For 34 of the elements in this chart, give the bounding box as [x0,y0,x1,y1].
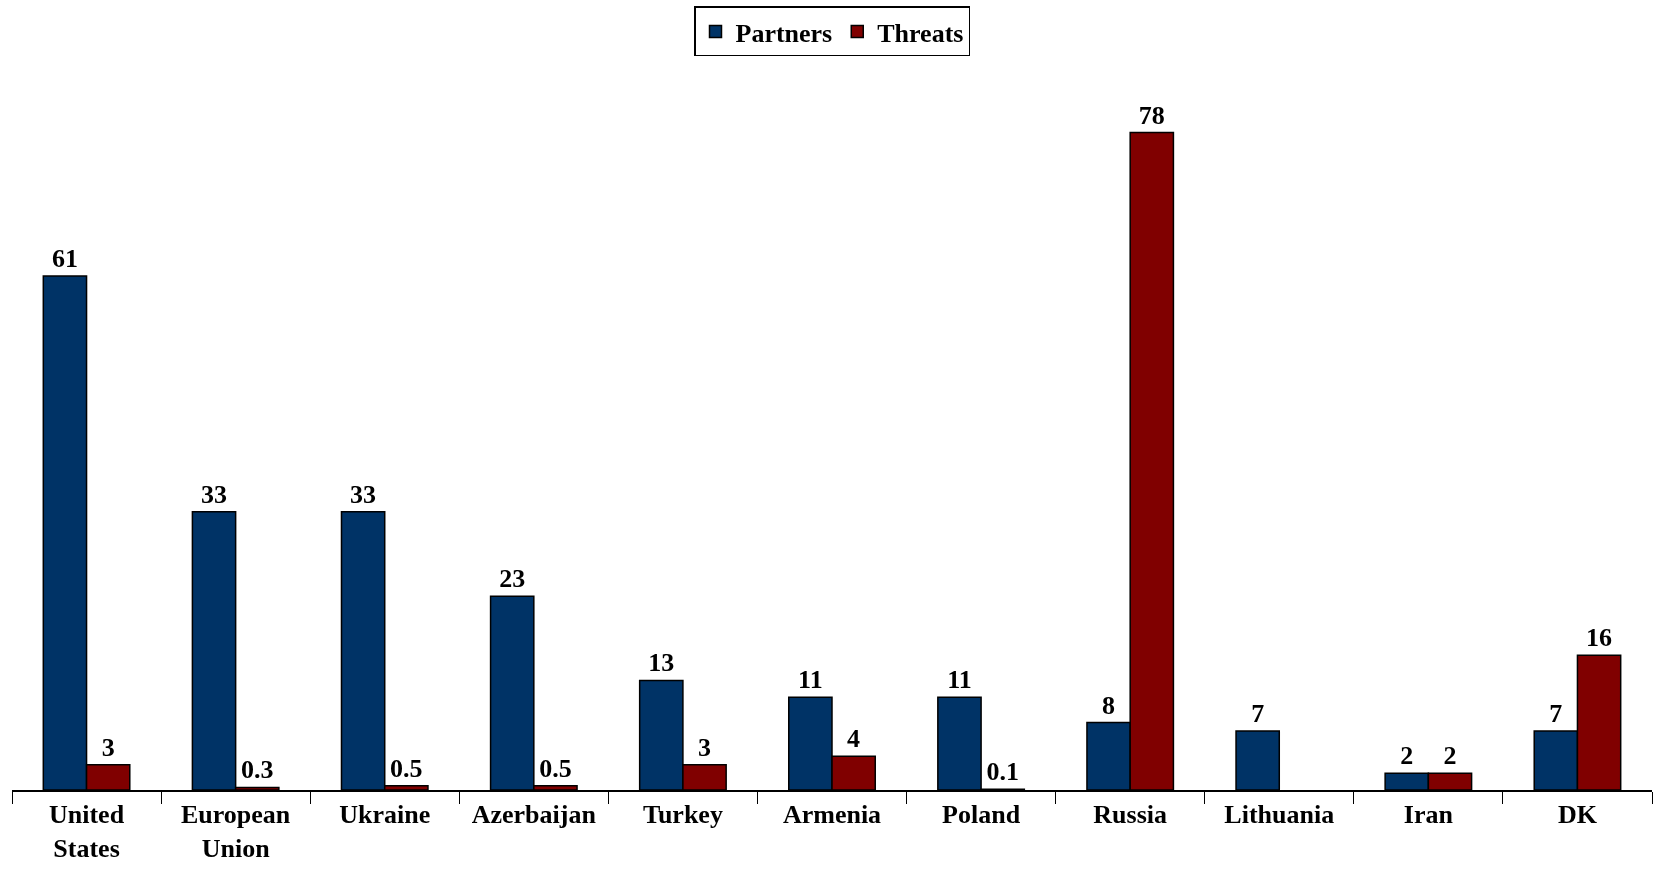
x-tick-label: European Union [180,799,291,863]
data-label: 33 [201,479,228,509]
data-label: 8 [1102,690,1116,720]
data-label: 61 [51,243,78,273]
data-label: 0.5 [390,753,423,783]
data-label: 2 [1400,741,1414,771]
x-tick-label: Ukraine [339,799,431,829]
data-label: 0.1 [986,757,1019,787]
x-tick-label: Iran [1403,799,1454,829]
x-tick-label: Lithuania [1224,799,1335,829]
data-label: 16 [1586,623,1613,653]
x-tick-label: United States [48,799,125,863]
legend-label: Partners [735,18,833,48]
legend-label: Threats [877,18,964,48]
x-tick-label: Turkey [642,799,723,829]
x-tick-label: DK [1557,799,1598,829]
data-label: 3 [101,732,115,762]
data-label: 3 [698,732,712,762]
data-label: 33 [350,479,377,509]
x-tick-label: Russia [1093,799,1168,829]
data-label: 7 [1549,699,1563,728]
data-label: 0.5 [539,753,572,783]
data-label: 11 [798,665,823,695]
x-tick-label: Azerbaijan [471,799,597,829]
x-tick-label: Armenia [782,799,882,829]
data-label: 78 [1138,100,1165,130]
data-label: 11 [947,665,972,695]
data-label: 7 [1251,699,1265,728]
data-label: 13 [648,648,675,678]
x-tick-label: Poland [942,799,1021,829]
data-label: 2 [1443,741,1457,771]
data-label: 4 [847,724,861,754]
data-label: 23 [499,564,526,594]
data-label: 0.3 [241,755,274,785]
